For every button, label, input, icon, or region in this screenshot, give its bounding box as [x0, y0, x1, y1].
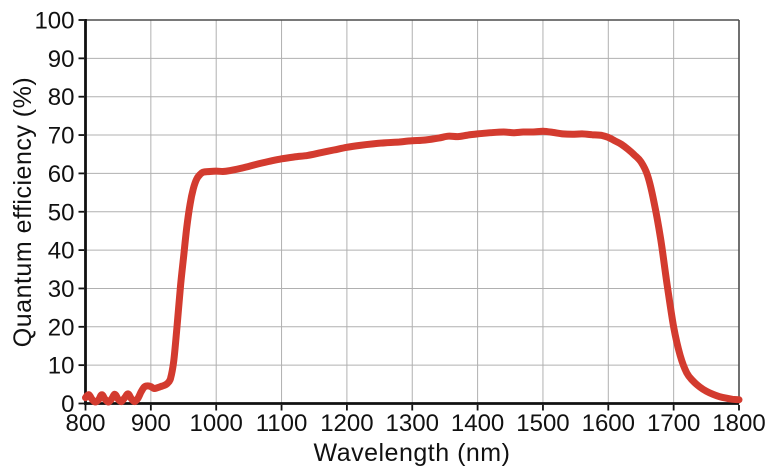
y-tick-label: 60 — [48, 161, 75, 188]
x-tick-label: 1800 — [712, 410, 765, 437]
x-tick-label: 1600 — [582, 410, 635, 437]
x-tick-label: 1700 — [647, 410, 700, 437]
axis-ticks — [78, 19, 740, 411]
plot-frame — [84, 19, 740, 405]
y-tick-label: 10 — [48, 353, 75, 380]
x-tick-label: 1400 — [451, 410, 504, 437]
x-tick-label: 1300 — [386, 410, 439, 437]
y-tick-label: 90 — [48, 46, 75, 73]
y-tick-label: 0 — [61, 391, 74, 418]
y-tick-label: 40 — [48, 238, 75, 265]
x-tick-label: 1000 — [190, 410, 243, 437]
y-tick-label: 100 — [34, 8, 74, 35]
x-tick-label: 1200 — [320, 410, 373, 437]
data-curve — [82, 127, 743, 406]
y-tick-label: 70 — [48, 123, 75, 150]
tick-labels: 800 900 1000 1100 1200 1300 1400 1500 1600 1700 18… — [34, 8, 765, 438]
y-tick-label: 50 — [48, 199, 75, 226]
y-tick-label: 80 — [48, 84, 75, 111]
y-tick-label: 20 — [48, 314, 75, 341]
x-tick-label: 1500 — [516, 410, 569, 437]
grid-lines — [85, 20, 739, 404]
series-quantum-efficiency — [82, 127, 743, 406]
y-tick-label: 30 — [48, 276, 75, 303]
y-axis-title: Quantum efficiency (%) — [9, 77, 37, 347]
x-tick-label: 1100 — [256, 410, 308, 437]
x-axis-title: Wavelength (nm) — [314, 439, 511, 467]
x-tick-label: 900 — [131, 410, 171, 437]
x-tick-label: 800 — [65, 410, 105, 437]
